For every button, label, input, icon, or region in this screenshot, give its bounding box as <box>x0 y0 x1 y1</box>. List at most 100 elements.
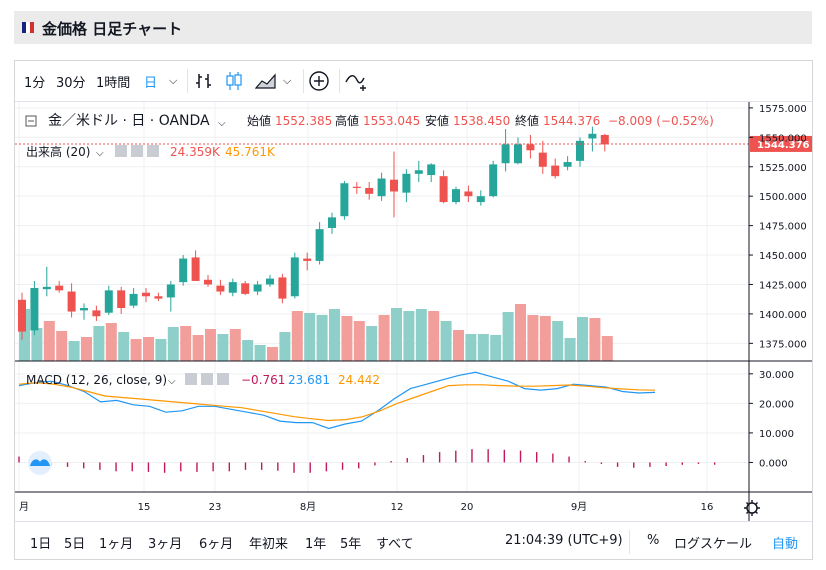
interval-day[interactable]: 日 <box>144 76 158 91</box>
interval-1min[interactable]: 1分 <box>24 76 46 91</box>
chevron-down-icon[interactable]: ⌵ <box>96 148 104 159</box>
macd-value: 23.681 <box>288 373 330 387</box>
volume-bar <box>453 330 464 361</box>
range-6m[interactable]: 6ヶ月 <box>199 537 234 552</box>
candle <box>303 252 312 271</box>
chevron-down-icon[interactable]: ⌵ <box>283 74 292 87</box>
time-axis[interactable]: 月 15 23 8月 12 20 9月 16 <box>19 501 713 513</box>
remove-icon[interactable] <box>217 373 229 385</box>
candle <box>563 156 572 171</box>
candle <box>551 158 560 179</box>
candle <box>514 137 522 165</box>
interval-30min[interactable]: 30分 <box>56 76 86 91</box>
volume-bar <box>304 313 316 361</box>
volume-bar <box>192 335 204 361</box>
volume-bar <box>329 309 340 361</box>
low-value: 1538.450 <box>453 114 510 128</box>
volume-bar <box>205 329 216 361</box>
range-3m[interactable]: 3ヶ月 <box>148 537 183 552</box>
volume-bar <box>105 323 117 361</box>
candle-body <box>538 152 547 167</box>
candle-body <box>303 258 312 261</box>
candle-body <box>266 278 274 285</box>
volume-ma-value: 45.761K <box>225 145 276 159</box>
range-1d[interactable]: 1日 <box>30 537 52 552</box>
range-5d[interactable]: 5日 <box>64 537 86 552</box>
remove-icon[interactable] <box>147 145 159 157</box>
chevron-down-icon[interactable]: ⌵ <box>169 74 178 87</box>
candle-style-icon[interactable] <box>225 70 243 92</box>
volume-bar <box>267 347 278 361</box>
time-tick-label: 9月 <box>571 501 587 513</box>
macd-label[interactable]: MACD (12, 26, close, 9) <box>26 373 167 387</box>
area-style-icon[interactable] <box>255 72 277 90</box>
chevron-down-icon[interactable]: ⌵ <box>168 376 176 387</box>
candle <box>266 275 274 287</box>
candle-body <box>142 292 150 297</box>
add-indicator-icon[interactable] <box>308 70 330 92</box>
visibility-icon[interactable] <box>185 373 197 385</box>
candle-body <box>67 291 76 312</box>
candle-body <box>340 183 349 217</box>
candle <box>278 273 287 304</box>
volume-bar <box>291 311 303 361</box>
candle-body <box>365 187 374 194</box>
volume-bar <box>440 321 452 361</box>
log-scale-toggle[interactable]: ログスケール <box>674 537 753 552</box>
volume-bar <box>167 327 179 361</box>
volume-bar <box>93 326 105 361</box>
volume-bar <box>217 334 229 361</box>
candle-body <box>104 290 113 313</box>
collapse-icon[interactable] <box>25 115 37 127</box>
signal-line <box>18 382 656 422</box>
price-tick-label: 1425.000 <box>759 280 807 291</box>
candle <box>588 126 597 152</box>
chevron-down-icon[interactable]: ⌵ <box>218 118 226 129</box>
settings-icon[interactable] <box>201 373 213 385</box>
volume-label[interactable]: 出来高 (20) <box>26 144 90 159</box>
candle-body <box>352 186 361 188</box>
chart-area[interactable]: 1544.376 1575.000 1550.000 1525.000 1500.00… <box>15 102 812 521</box>
range-1y[interactable]: 1年 <box>305 537 327 552</box>
candle-body <box>526 144 535 151</box>
visibility-icon[interactable] <box>115 145 127 157</box>
volume-value: 24.359K <box>170 145 221 159</box>
candle-body <box>216 285 225 292</box>
symbol-label[interactable]: 金／米ドル · 日 · OANDA <box>48 113 210 129</box>
range-ytd[interactable]: 年初来 <box>249 537 289 552</box>
interval-1hour[interactable]: 1時間 <box>96 76 131 91</box>
range-5y[interactable]: 5年 <box>340 537 362 552</box>
bar-style-icon[interactable] <box>195 71 213 91</box>
candle <box>538 140 547 174</box>
gear-icon[interactable] <box>744 500 760 516</box>
percent-toggle[interactable]: % <box>647 533 660 548</box>
volume-bar <box>564 338 576 361</box>
auto-scale-toggle[interactable]: 自動 <box>772 537 799 552</box>
candle <box>129 288 138 309</box>
volume-bar <box>366 326 378 361</box>
candle <box>489 160 498 198</box>
price-axis[interactable]: 1575.000 1550.000 1525.000 1500.000 1475.000… <box>749 104 807 350</box>
candle-body <box>191 257 200 281</box>
volume-bar <box>229 329 241 361</box>
range-all[interactable]: すべて <box>376 537 414 552</box>
time-tick-label: 12 <box>391 502 404 513</box>
range-1m[interactable]: 1ヶ月 <box>99 537 134 552</box>
settings-icon[interactable] <box>131 145 143 157</box>
candle <box>104 285 113 316</box>
volume-bar <box>56 331 68 361</box>
tradingview-logo-icon[interactable] <box>28 451 52 475</box>
candle <box>92 305 101 321</box>
candle-body <box>476 196 485 203</box>
high-value: 1553.045 <box>363 114 420 128</box>
clock-time[interactable]: 21:04:39 (UTC+9) <box>505 533 623 548</box>
compare-icon[interactable] <box>345 70 369 92</box>
candle-body <box>576 140 584 161</box>
candle <box>576 137 584 167</box>
price-legend: 金／米ドル · 日 · OANDA ⌵ 始値 1552.385 高値 1553.… <box>25 113 714 129</box>
candle-body <box>489 164 498 197</box>
candle <box>352 182 361 194</box>
macd-axis[interactable]: 30.000 20.000 10.000 0.000 <box>749 370 794 470</box>
chart-widget: 1分 30分 1時間 日 ⌵ ⌵ 1544.376 <box>14 60 813 560</box>
candle <box>600 133 609 152</box>
